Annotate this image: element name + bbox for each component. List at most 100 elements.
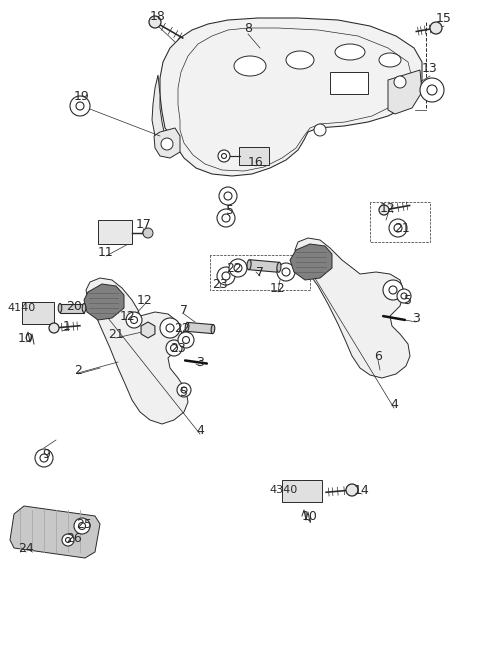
Circle shape <box>218 150 230 162</box>
Text: 3: 3 <box>412 311 420 325</box>
Text: 12: 12 <box>380 201 396 214</box>
Circle shape <box>170 345 178 351</box>
Polygon shape <box>152 75 175 154</box>
Ellipse shape <box>58 303 62 313</box>
Circle shape <box>229 259 247 277</box>
Text: 12: 12 <box>270 282 286 295</box>
Circle shape <box>182 337 190 343</box>
Text: 6: 6 <box>374 349 382 363</box>
Ellipse shape <box>234 56 266 76</box>
Text: 23: 23 <box>170 341 186 355</box>
Circle shape <box>131 317 137 323</box>
Circle shape <box>149 16 161 28</box>
Text: 1: 1 <box>63 319 71 333</box>
Text: 7: 7 <box>180 303 188 317</box>
Circle shape <box>74 518 90 534</box>
FancyBboxPatch shape <box>282 480 322 502</box>
Circle shape <box>166 324 174 332</box>
Circle shape <box>217 209 235 227</box>
Circle shape <box>394 224 402 232</box>
Polygon shape <box>60 303 84 313</box>
Circle shape <box>224 192 232 200</box>
Circle shape <box>401 293 407 299</box>
Circle shape <box>234 264 242 272</box>
Text: 17: 17 <box>136 218 152 230</box>
Polygon shape <box>154 128 180 158</box>
Text: 5: 5 <box>226 203 234 216</box>
Circle shape <box>70 96 90 116</box>
Circle shape <box>79 523 85 529</box>
Text: 22: 22 <box>174 321 190 335</box>
Text: 18: 18 <box>150 9 166 23</box>
Polygon shape <box>249 260 279 272</box>
Polygon shape <box>141 322 155 338</box>
Circle shape <box>62 534 74 546</box>
Circle shape <box>282 268 290 276</box>
Text: 22: 22 <box>226 262 242 274</box>
Circle shape <box>177 383 191 397</box>
FancyBboxPatch shape <box>330 72 368 94</box>
Circle shape <box>379 205 389 215</box>
Polygon shape <box>84 284 124 320</box>
Text: 20: 20 <box>66 299 82 313</box>
Ellipse shape <box>82 303 86 313</box>
Polygon shape <box>10 506 100 558</box>
FancyBboxPatch shape <box>98 220 132 244</box>
Text: 5: 5 <box>180 386 188 398</box>
Circle shape <box>217 267 235 285</box>
Text: 23: 23 <box>212 278 228 291</box>
Circle shape <box>394 76 406 88</box>
Circle shape <box>389 219 407 237</box>
Text: 10: 10 <box>18 331 34 345</box>
Ellipse shape <box>211 325 215 333</box>
Ellipse shape <box>185 323 189 331</box>
Circle shape <box>221 153 227 159</box>
Text: 12: 12 <box>120 309 136 323</box>
Circle shape <box>166 340 182 356</box>
Text: 25: 25 <box>76 517 92 531</box>
Ellipse shape <box>335 44 365 60</box>
Circle shape <box>430 22 442 34</box>
Polygon shape <box>295 238 410 378</box>
Text: 2: 2 <box>74 363 82 376</box>
Circle shape <box>143 228 153 238</box>
Circle shape <box>427 85 437 95</box>
Circle shape <box>222 272 230 280</box>
Circle shape <box>76 102 84 110</box>
Polygon shape <box>290 244 332 280</box>
Text: 7: 7 <box>256 266 264 278</box>
Text: 9: 9 <box>42 448 50 461</box>
Circle shape <box>40 454 48 462</box>
Text: 21: 21 <box>108 327 124 341</box>
Circle shape <box>420 78 444 102</box>
Ellipse shape <box>247 260 251 270</box>
Text: 21: 21 <box>394 222 410 234</box>
Text: 13: 13 <box>422 62 438 74</box>
Text: 26: 26 <box>66 531 82 544</box>
Text: 4140: 4140 <box>8 303 36 313</box>
Ellipse shape <box>286 51 314 69</box>
Text: 12: 12 <box>137 293 153 307</box>
Text: 4: 4 <box>196 424 204 436</box>
Text: 10: 10 <box>302 509 318 523</box>
Circle shape <box>397 289 411 303</box>
Circle shape <box>383 280 403 300</box>
FancyBboxPatch shape <box>239 147 269 165</box>
Text: 8: 8 <box>244 21 252 35</box>
Circle shape <box>161 138 173 150</box>
Text: 5: 5 <box>404 293 412 307</box>
Text: 3: 3 <box>196 355 204 369</box>
Text: 24: 24 <box>18 542 34 554</box>
Circle shape <box>126 312 142 328</box>
Circle shape <box>277 263 295 281</box>
Text: 14: 14 <box>354 483 370 497</box>
Ellipse shape <box>379 53 401 67</box>
Polygon shape <box>160 18 422 176</box>
Circle shape <box>219 187 237 205</box>
Ellipse shape <box>277 262 281 272</box>
Text: 4340: 4340 <box>270 485 298 495</box>
FancyBboxPatch shape <box>22 302 54 324</box>
Circle shape <box>346 484 358 496</box>
Text: 11: 11 <box>98 246 114 258</box>
Circle shape <box>160 318 180 338</box>
